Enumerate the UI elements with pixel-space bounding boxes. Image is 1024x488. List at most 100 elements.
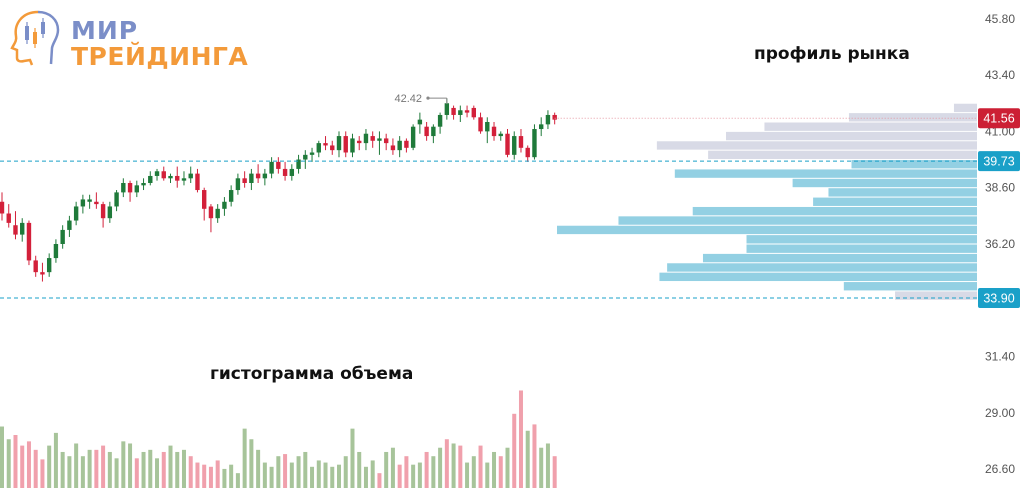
volume-bar [417,462,422,488]
candle-body [512,136,517,155]
candle [417,112,423,134]
candle-body [323,143,328,146]
candle-body [336,136,342,151]
candle-body [195,173,200,191]
candle [336,131,342,158]
volume-bar [155,458,160,488]
candle-body [94,201,99,205]
profile-bar [692,206,977,216]
volume-bar [215,460,220,488]
volume-bar [168,445,173,488]
volume-bar [128,443,133,488]
price-label-badge: 39.73 [978,151,1020,172]
volume-bar [478,445,483,488]
volume-bar [181,449,186,488]
candle [410,124,416,151]
volume-bar [303,451,308,488]
volume-bar [377,473,382,488]
price-label-badge: 41.56 [978,108,1020,129]
volume-bar [465,462,470,488]
profile-bar [674,169,977,178]
volume-bar [53,432,58,488]
candle-body [363,133,369,144]
candle [309,147,315,162]
candle [228,185,234,207]
candle [330,140,335,155]
profile-bar [828,188,977,197]
candle-body [377,138,382,141]
volume-bar [26,441,31,488]
volume-bar [202,464,207,488]
volume-bar [141,451,146,488]
volume-bar [431,456,436,488]
volume-bar [40,459,45,488]
head-profile-candles-icon [10,10,60,66]
volume-bar [532,424,537,488]
candle-body [107,206,113,219]
candle [525,145,530,162]
volume-bar [343,456,348,488]
profile-bar [746,235,977,244]
volume-bar [262,462,267,488]
logo-text-line1: МИР [71,16,139,45]
y-axis-tick-label: 38.60 [985,181,1015,195]
candle-body [525,147,530,158]
candle [100,201,106,228]
candle [383,133,389,151]
candle [114,190,119,212]
volume-bar [33,449,38,488]
volume-bar [276,456,281,488]
volume-bar [0,426,4,488]
candle [370,131,375,148]
candle-body [410,126,416,148]
candle-body [424,126,429,137]
price-badge-bg [978,151,1020,172]
candle-body [289,168,295,176]
candle [141,178,146,191]
candle [518,129,524,153]
candle-body [505,133,510,155]
candle [471,105,476,120]
price-badge-bg [978,108,1020,129]
volume-bar [256,449,261,488]
brand-logo: МИР ТРЕЙДИНГА [8,8,248,71]
candle [491,122,497,141]
volume-bar [60,451,65,488]
profile-bar [792,178,977,188]
market-profile-label: профиль рынка [754,44,910,64]
candle [107,201,113,223]
market-profile [557,103,977,300]
volume-bar [444,439,449,488]
volume-bar [269,466,274,488]
candle [53,239,59,263]
volume-bar [67,456,72,488]
volume-bar [330,466,335,488]
candle [121,178,126,198]
candle [323,136,328,151]
volume-bar [242,428,247,488]
candle-body [53,244,59,259]
candle [87,194,92,209]
candle-body [330,145,335,151]
logo-text-line2: ТРЕЙДИНГА [71,42,249,71]
candle-body [100,204,106,219]
candle [60,225,65,249]
profile-bar [659,272,977,282]
volume-bar [505,447,510,488]
candle-body [383,138,389,144]
candlesticks [0,98,557,282]
volume-bar [458,445,463,488]
candle-body [431,126,436,137]
volume-bar [310,466,315,488]
candle-body [46,258,52,273]
candle-body [215,208,220,219]
volume-bar [545,443,550,488]
candle-body [114,192,119,207]
candle [13,211,18,240]
volume-bar [249,439,254,488]
candle-body [498,133,503,137]
y-axis-tick-label: 43.40 [985,68,1015,82]
candle-body [350,138,355,153]
candle-body [249,173,254,183]
